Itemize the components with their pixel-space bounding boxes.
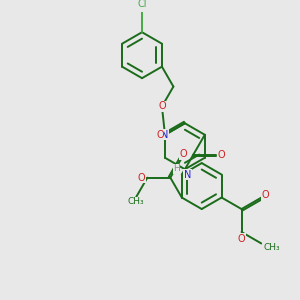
Text: O: O <box>261 190 269 200</box>
Text: H: H <box>173 164 180 173</box>
Text: N: N <box>161 130 169 140</box>
Text: CH₃: CH₃ <box>263 243 280 252</box>
Text: O: O <box>180 149 187 159</box>
Text: O: O <box>158 101 166 112</box>
Text: O: O <box>218 150 225 160</box>
Text: CH₃: CH₃ <box>128 197 144 206</box>
Text: O: O <box>156 130 164 140</box>
Text: O: O <box>138 173 146 183</box>
Text: N: N <box>184 169 191 180</box>
Text: O: O <box>238 234 245 244</box>
Text: Cl: Cl <box>137 0 147 9</box>
